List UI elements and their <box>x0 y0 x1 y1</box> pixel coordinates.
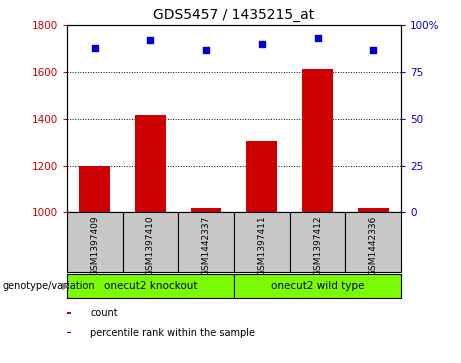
Bar <box>234 274 401 298</box>
Bar <box>178 212 234 272</box>
Text: onecut2 wild type: onecut2 wild type <box>271 281 364 291</box>
Text: genotype/variation: genotype/variation <box>2 281 95 291</box>
Text: percentile rank within the sample: percentile rank within the sample <box>90 328 255 338</box>
Point <box>314 36 321 41</box>
Bar <box>290 212 345 272</box>
Text: GSM1442336: GSM1442336 <box>369 215 378 276</box>
Bar <box>191 208 221 212</box>
Text: ▶: ▶ <box>62 281 70 291</box>
Bar <box>302 69 333 212</box>
Text: GSM1397411: GSM1397411 <box>257 215 266 276</box>
Bar <box>79 166 110 212</box>
Bar <box>234 212 290 272</box>
Bar <box>123 212 178 272</box>
Bar <box>345 212 401 272</box>
Text: count: count <box>90 308 118 318</box>
Point <box>202 47 210 53</box>
Text: GSM1397410: GSM1397410 <box>146 215 155 276</box>
Text: GSM1397412: GSM1397412 <box>313 215 322 276</box>
Bar <box>67 331 71 333</box>
Bar <box>67 312 71 314</box>
Point <box>147 37 154 43</box>
Title: GDS5457 / 1435215_at: GDS5457 / 1435215_at <box>154 8 314 22</box>
Bar <box>358 208 389 212</box>
Bar <box>135 115 165 212</box>
Point <box>370 47 377 53</box>
Text: onecut2 knockout: onecut2 knockout <box>104 281 197 291</box>
Text: GSM1442337: GSM1442337 <box>201 215 211 276</box>
Text: GSM1397409: GSM1397409 <box>90 215 99 276</box>
Bar <box>247 141 277 212</box>
Point <box>91 45 98 51</box>
Point <box>258 41 266 47</box>
Bar <box>67 212 123 272</box>
Bar <box>67 274 234 298</box>
